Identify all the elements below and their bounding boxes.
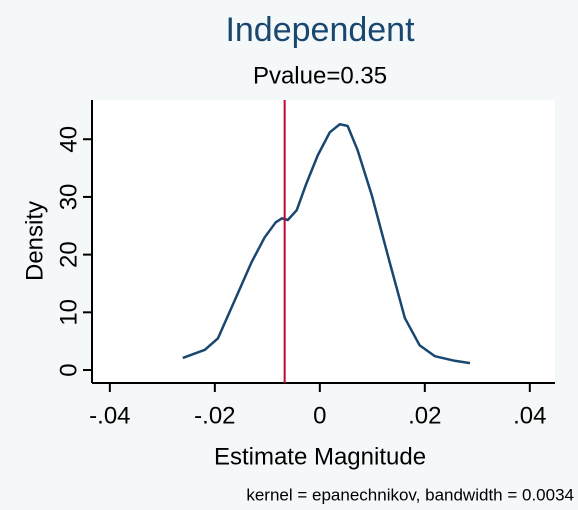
chart-title: Independent xyxy=(225,11,415,49)
x-tick-label: -.04 xyxy=(89,402,130,429)
y-tick-label: 30 xyxy=(55,184,82,211)
x-tick-label: 0 xyxy=(313,402,326,429)
chart-subtitle: Pvalue=0.35 xyxy=(253,62,387,89)
x-axis-label: Estimate Magnitude xyxy=(214,443,426,470)
x-tick-label: .04 xyxy=(513,402,546,429)
y-tick-label: 0 xyxy=(55,363,82,376)
y-tick-label: 40 xyxy=(55,126,82,153)
x-tick-label: -.02 xyxy=(194,402,235,429)
plot-area xyxy=(92,100,555,383)
y-tick-label: 10 xyxy=(55,299,82,326)
x-tick-label: .02 xyxy=(408,402,441,429)
density-line xyxy=(182,122,471,365)
note: kernel = epanechnikov, bandwidth = 0.003… xyxy=(246,485,574,504)
y-axis-label: Density xyxy=(21,201,48,281)
y-tick-label: 20 xyxy=(55,241,82,268)
